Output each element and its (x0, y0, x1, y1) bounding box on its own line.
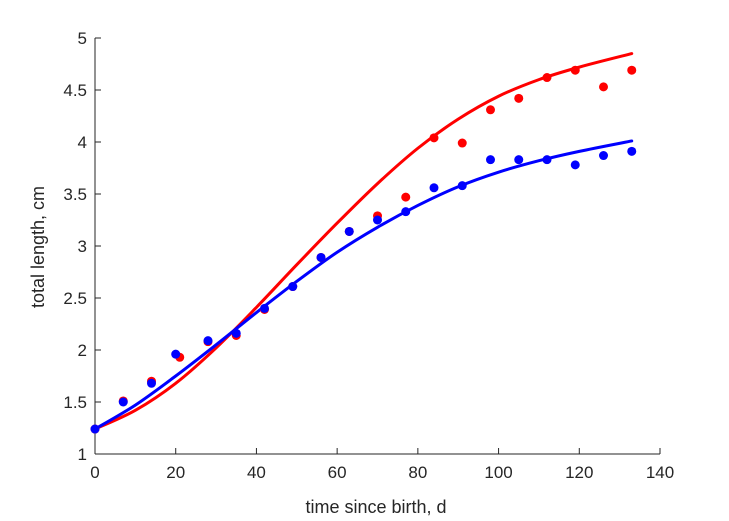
plot-area: 0 20 40 60 80 100 120 140 1 1.5 2 2.5 3 3.5 4 4.5 5 (63, 29, 674, 482)
data-point-1 (373, 215, 382, 225)
y-tick-label: 1 (78, 445, 87, 464)
y-axis-label: total length, cm (28, 186, 48, 308)
data-point-0 (486, 105, 495, 115)
data-point-0 (627, 65, 637, 75)
x-tick-label: 100 (484, 463, 512, 482)
data-point-1 (429, 183, 439, 193)
data-point-0 (429, 133, 439, 143)
y-tick-label: 4 (78, 133, 87, 152)
x-tick-label: 60 (328, 463, 347, 482)
data-point-0 (401, 192, 411, 202)
y-tick-label: 5 (78, 29, 87, 48)
data-point-1 (570, 160, 580, 170)
data-point-1 (514, 155, 524, 165)
data-point-0 (599, 82, 608, 92)
data-point-1 (542, 155, 552, 165)
data-point-0 (457, 138, 467, 148)
x-tick-label: 140 (646, 463, 674, 482)
x-tick-label: 40 (247, 463, 266, 482)
data-point-0 (514, 93, 524, 103)
y-tick-label: 2 (78, 341, 87, 360)
x-tick-label: 0 (90, 463, 99, 482)
data-point-1 (627, 146, 637, 156)
y-tick-label: 2.5 (63, 289, 87, 308)
data-point-1 (171, 349, 181, 359)
data-point-1 (316, 252, 326, 262)
data-point-1 (90, 424, 100, 434)
x-tick-label: 120 (565, 463, 593, 482)
x-tick-label: 80 (408, 463, 427, 482)
data-point-1 (486, 155, 495, 165)
data-point-1 (231, 328, 241, 338)
y-tick-label: 1.5 (63, 393, 87, 412)
data-point-1 (260, 303, 269, 313)
data-point-1 (118, 397, 128, 407)
data-point-1 (288, 282, 298, 292)
y-tick-label: 3 (78, 237, 87, 256)
x-axis-label: time since birth, d (305, 497, 446, 517)
fit-line-0 (93, 52, 634, 431)
x-tick-label: 20 (166, 463, 185, 482)
data-point-1 (203, 336, 213, 346)
data-point-1 (344, 226, 354, 236)
data-point-0 (570, 65, 580, 75)
data-point-1 (401, 207, 411, 217)
data-point-1 (147, 378, 156, 388)
data-point-1 (457, 181, 467, 191)
y-tick-label: 3.5 (63, 185, 87, 204)
y-tick-label: 4.5 (63, 81, 87, 100)
data-point-1 (599, 151, 608, 161)
fit-line-1 (93, 139, 634, 431)
data-point-0 (542, 73, 552, 83)
